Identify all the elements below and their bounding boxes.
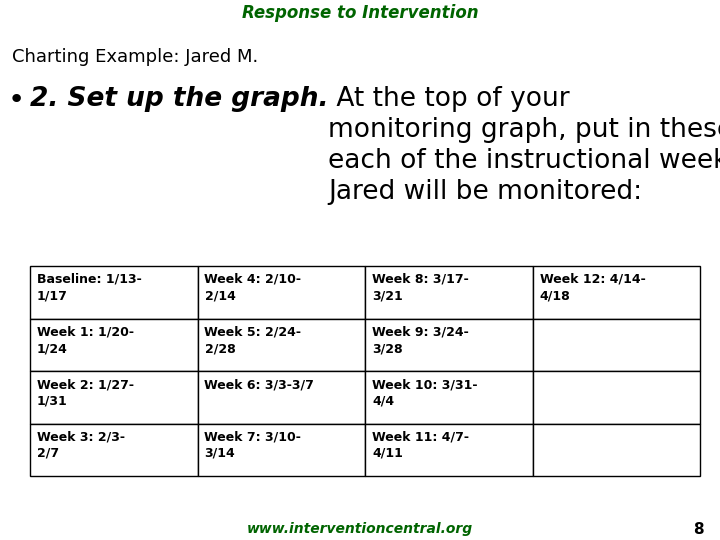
Text: Week 11: 4/7-
4/11: Week 11: 4/7- 4/11 — [372, 430, 469, 460]
Text: Week 12: 4/14-
4/18: Week 12: 4/14- 4/18 — [539, 273, 645, 302]
Bar — [365, 266, 533, 319]
Text: Week 4: 2/10-
2/14: Week 4: 2/10- 2/14 — [204, 273, 302, 302]
Bar — [533, 319, 700, 371]
Bar — [533, 266, 700, 319]
Text: www.interventioncentral.org: www.interventioncentral.org — [247, 522, 473, 536]
Text: Week 8: 3/17-
3/21: Week 8: 3/17- 3/21 — [372, 273, 469, 302]
Text: Week 2: 1/27-
1/31: Week 2: 1/27- 1/31 — [37, 378, 134, 408]
Bar — [197, 266, 365, 319]
Text: Week 10: 3/31-
4/4: Week 10: 3/31- 4/4 — [372, 378, 477, 408]
Bar — [533, 371, 700, 423]
Bar — [365, 371, 533, 423]
Bar — [197, 423, 365, 476]
Text: Week 9: 3/24-
3/28: Week 9: 3/24- 3/28 — [372, 326, 469, 355]
Bar — [197, 371, 365, 423]
Text: Week 3: 2/3-
2/7: Week 3: 2/3- 2/7 — [37, 430, 125, 460]
Bar — [365, 319, 533, 371]
Bar — [533, 423, 700, 476]
Bar — [30, 319, 197, 371]
Text: Week 5: 2/24-
2/28: Week 5: 2/24- 2/28 — [204, 326, 302, 355]
Bar — [30, 423, 197, 476]
Text: Charting Example: Jared M.: Charting Example: Jared M. — [12, 48, 258, 66]
Text: Response to Intervention: Response to Intervention — [242, 4, 478, 22]
Text: Week 6: 3/3-3/7: Week 6: 3/3-3/7 — [204, 378, 315, 391]
Bar — [30, 371, 197, 423]
Text: Baseline: 1/13-
1/17: Baseline: 1/13- 1/17 — [37, 273, 142, 302]
Text: 2. Set up the graph.: 2. Set up the graph. — [30, 86, 328, 112]
Text: At the top of your
monitoring graph, put in these date-spans for
each of the ins: At the top of your monitoring graph, put… — [328, 86, 720, 205]
Bar — [30, 266, 197, 319]
Bar — [197, 319, 365, 371]
Bar — [365, 423, 533, 476]
Text: Week 7: 3/10-
3/14: Week 7: 3/10- 3/14 — [204, 430, 302, 460]
Text: Week 1: 1/20-
1/24: Week 1: 1/20- 1/24 — [37, 326, 134, 355]
Text: •: • — [8, 86, 25, 114]
Text: 8: 8 — [693, 522, 703, 537]
